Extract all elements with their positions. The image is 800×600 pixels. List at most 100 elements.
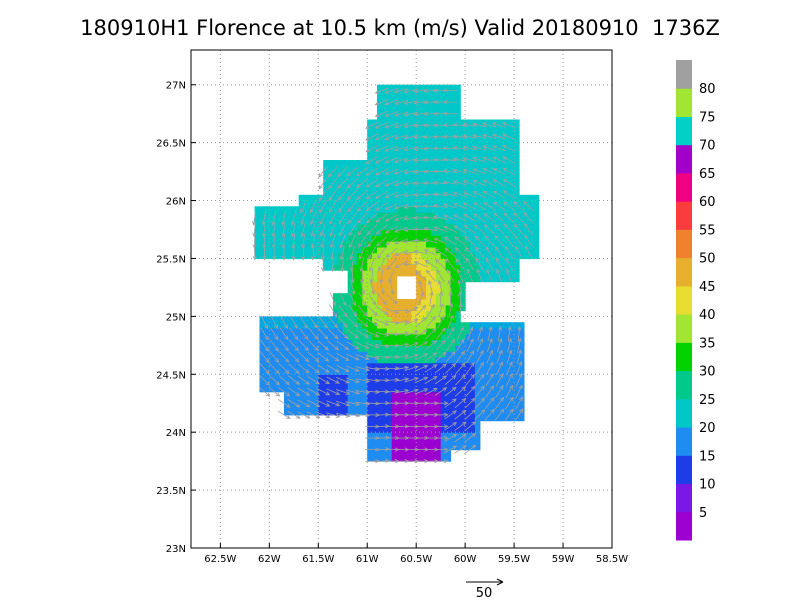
wind-speed-cell [445,131,452,138]
wind-speed-cell [308,252,314,260]
wind-speed-cell [357,380,363,387]
wind-vector [384,225,398,234]
colorbar-segment [676,60,692,89]
wind-speed-cell [377,200,383,207]
wind-speed-cell [421,397,427,404]
wind-speed-cell [342,258,349,265]
wind-speed-cell [474,142,481,150]
wind-vector [423,238,438,244]
wind-speed-cell [499,217,505,225]
wind-speed-cell [474,229,481,236]
wind-speed-cell [377,368,383,375]
wind-speed-cell [391,90,398,97]
wind-vector [485,257,494,271]
wind-speed-cell [440,246,447,254]
wind-vector [374,87,389,94]
wind-speed-cell [372,449,378,456]
wind-speed-cell [509,223,515,231]
wind-vector [474,235,485,247]
wind-vector [365,156,379,164]
wind-speed-cell [421,414,427,422]
wind-vector [464,433,477,443]
wind-speed-cell [386,414,393,422]
wind-speed-cell [279,356,285,364]
wind-speed-cell [337,183,344,190]
wind-vector [318,177,328,190]
wind-vector [472,156,487,163]
wind-speed-cell [372,154,378,161]
wind-speed-cell [274,212,280,219]
wind-speed-cell [298,380,305,387]
wind-speed-cell [406,351,412,358]
wind-vector [328,316,338,329]
wind-speed-cell [347,380,354,387]
wind-vector [462,202,477,210]
wind-speed-cell [357,206,363,213]
wind-vector [355,378,371,383]
wind-speed-cell [303,328,310,335]
wind-vector [393,157,409,164]
wind-vector [413,261,428,268]
wind-vector [318,165,328,178]
wind-speed-cell [460,426,466,433]
wind-speed-cell [293,241,300,248]
wind-speed-cell [264,345,270,352]
wind-speed-cell [284,246,290,254]
wind-speed-cell [401,270,407,277]
wind-vector [365,121,379,129]
wind-speed-cell [279,345,285,352]
wind-speed-cell [357,194,363,202]
wind-speed-cell [411,356,417,364]
wind-vector [365,330,380,338]
wind-vector [435,339,447,351]
wind-speed-cell [406,432,412,439]
wind-speed-cell [401,183,407,190]
wind-speed-cell [357,322,363,329]
wind-speed-cell [401,194,407,202]
wind-vector [495,246,504,259]
wind-speed-cell [298,316,305,323]
wind-speed-cell [465,252,471,260]
wind-speed-cell [426,200,432,207]
wind-speed-cell [460,275,466,283]
wind-speed-cell [377,113,383,121]
wind-speed-cell [362,252,368,260]
wind-vector [513,201,525,212]
wind-speed-cell [288,362,295,370]
wind-speed-cell [421,426,427,433]
wind-speed-cell [386,84,393,92]
wind-speed-cell [470,403,476,410]
wind-speed-cell [528,252,535,260]
wind-speed-cell [401,438,407,445]
wind-speed-cell [465,264,471,271]
wind-vector [444,422,458,431]
wind-vector [482,145,497,152]
wind-vector [515,372,523,387]
wind-speed-cell [484,264,491,271]
wind-vector [338,304,348,318]
wind-speed-cell [372,142,378,150]
wind-speed-cell [435,119,442,126]
wind-speed-cell [381,160,388,167]
wind-vector [281,245,287,261]
wind-speed-cell [504,252,510,260]
wind-speed-cell [465,136,471,144]
y-tick-label: 25N [166,312,186,323]
wind-speed-cell [504,328,510,335]
wind-vector [384,122,399,129]
wind-speed-cell [347,299,354,306]
wind-speed-cell [381,183,388,190]
wind-speed-cell [489,356,496,364]
wind-speed-cell [455,351,461,358]
wind-speed-cell [362,217,368,225]
wind-speed-cell [396,374,403,381]
wind-speed-cell [465,397,471,404]
wind-vector [376,236,388,247]
wind-speed-cell [347,333,354,341]
wind-speed-cell [411,136,417,144]
wind-speed-cell [514,328,520,335]
wind-speed-cell [514,206,520,213]
wind-vector [481,122,497,128]
wind-speed-cell [421,391,427,399]
wind-speed-cell [406,125,412,132]
